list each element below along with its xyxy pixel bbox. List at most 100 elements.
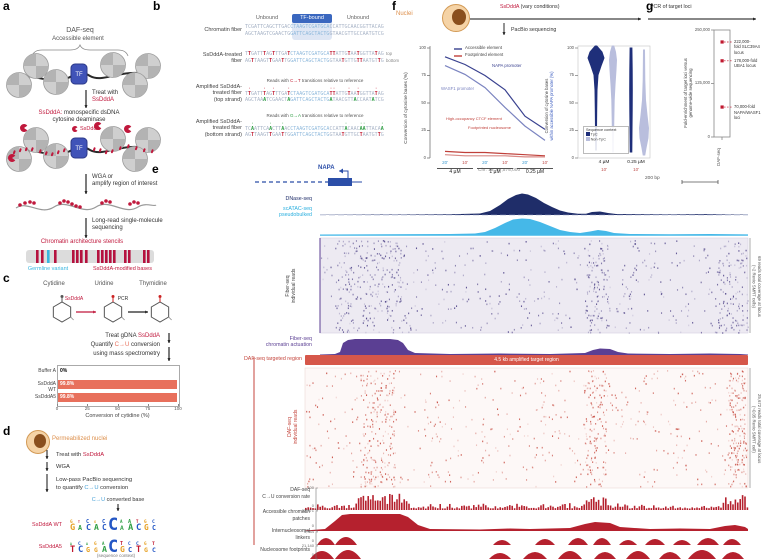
converted-base-post: converted base: [105, 497, 145, 503]
read-mark: [731, 466, 733, 468]
read-mark: [588, 370, 590, 372]
read-mark: [723, 305, 726, 308]
read-mark: [729, 433, 731, 435]
read-mark: [419, 447, 421, 450]
read-mark: [331, 456, 333, 459]
read-mark: [450, 308, 452, 310]
read-mark: [544, 394, 546, 397]
read-mark: [543, 291, 545, 293]
read-mark: [381, 475, 383, 478]
base: C: [323, 24, 327, 30]
read-mark: [331, 274, 333, 277]
read-mark: [737, 397, 739, 399]
read-mark: [667, 370, 669, 372]
base: A: [245, 132, 249, 138]
read-mark: [714, 383, 716, 385]
modified-base-band: [97, 250, 100, 263]
conversion-bar: [417, 507, 420, 510]
read-mark: [588, 314, 590, 317]
read-mark: [738, 259, 740, 262]
read-mark: [395, 242, 397, 245]
read-mark: [596, 303, 598, 306]
base: T: [350, 57, 354, 64]
read-mark: [366, 481, 368, 483]
conversion-bar: [353, 507, 355, 510]
conversion-bar: [377, 500, 379, 510]
base: A: [326, 24, 330, 30]
read-mark: [355, 298, 357, 300]
conversion-bar: [513, 508, 516, 510]
read-mark: [591, 392, 594, 394]
read-mark: [726, 279, 728, 282]
read-mark: [535, 485, 537, 488]
conversion-bar: [427, 506, 429, 510]
read-mark: [711, 399, 713, 401]
ssddda-tag: SsDddA: [80, 126, 101, 132]
base: T: [266, 132, 270, 138]
read-mark: [551, 418, 553, 421]
base: T: [347, 57, 351, 64]
bump: [493, 540, 511, 545]
read-mark: [635, 423, 637, 426]
read-mark: [453, 445, 455, 448]
read-mark: [509, 433, 511, 436]
read-mark: [680, 435, 682, 438]
read-mark: [675, 319, 677, 321]
read-mark: [591, 375, 593, 378]
read-mark: [415, 247, 418, 250]
x-tick: [147, 404, 149, 406]
read-mark: [555, 481, 557, 483]
read-mark: [414, 305, 416, 307]
read-mark: [728, 252, 730, 255]
longread-step-line2: sequencing: [92, 224, 123, 231]
base: A: [275, 132, 279, 138]
read-mark: [691, 402, 693, 404]
read-mark: [578, 438, 580, 440]
group-label: 1 µM: [489, 169, 501, 175]
enrichment-label-line: fold SLC39A4: [734, 44, 760, 50]
read-mark: [384, 255, 387, 258]
read-mark: [731, 408, 733, 411]
read-mark: [739, 413, 741, 416]
read-mark: [738, 428, 740, 430]
read-mark: [379, 471, 381, 474]
read-mark: [726, 327, 728, 330]
read-mark: [500, 252, 502, 255]
base: G: [287, 30, 291, 37]
sequence-row: TTGATTTAGTTTGATCTAAGTCGATGCATTATTGTAATGG…: [245, 51, 384, 58]
read-mark: [506, 413, 508, 415]
enrichment-point: [720, 59, 724, 63]
read-mark: [428, 476, 431, 479]
read-mark: [413, 469, 415, 471]
read-mark: [722, 317, 724, 319]
base: C: [347, 125, 351, 132]
x-tick: [57, 404, 58, 406]
read-mark: [592, 266, 594, 269]
read-mark: [425, 259, 427, 262]
read-mark: [591, 457, 593, 460]
read-mark: [535, 409, 537, 411]
read-mark: [734, 243, 736, 245]
read-mark: [729, 402, 731, 404]
read-mark: [692, 370, 694, 372]
read-mark: [520, 326, 522, 329]
base: A: [317, 30, 321, 37]
read-mark: [335, 247, 337, 250]
base: C: [290, 51, 294, 57]
read-mark: [596, 295, 598, 298]
logo-letter: A: [70, 542, 72, 546]
read-mark: [720, 413, 722, 416]
read-mark: [366, 382, 368, 385]
read-mark: [441, 375, 443, 378]
modified-base-dot: [18, 203, 22, 207]
read-mark: [397, 274, 400, 277]
modified-base-band: [128, 250, 131, 263]
read-mark: [348, 281, 350, 283]
read-mark: [747, 300, 749, 302]
read-mark: [741, 305, 743, 307]
read-mark: [558, 389, 560, 392]
base: T: [332, 97, 336, 103]
read-mark: [479, 297, 481, 300]
read-mark: [489, 295, 491, 298]
read-mark: [679, 262, 681, 264]
